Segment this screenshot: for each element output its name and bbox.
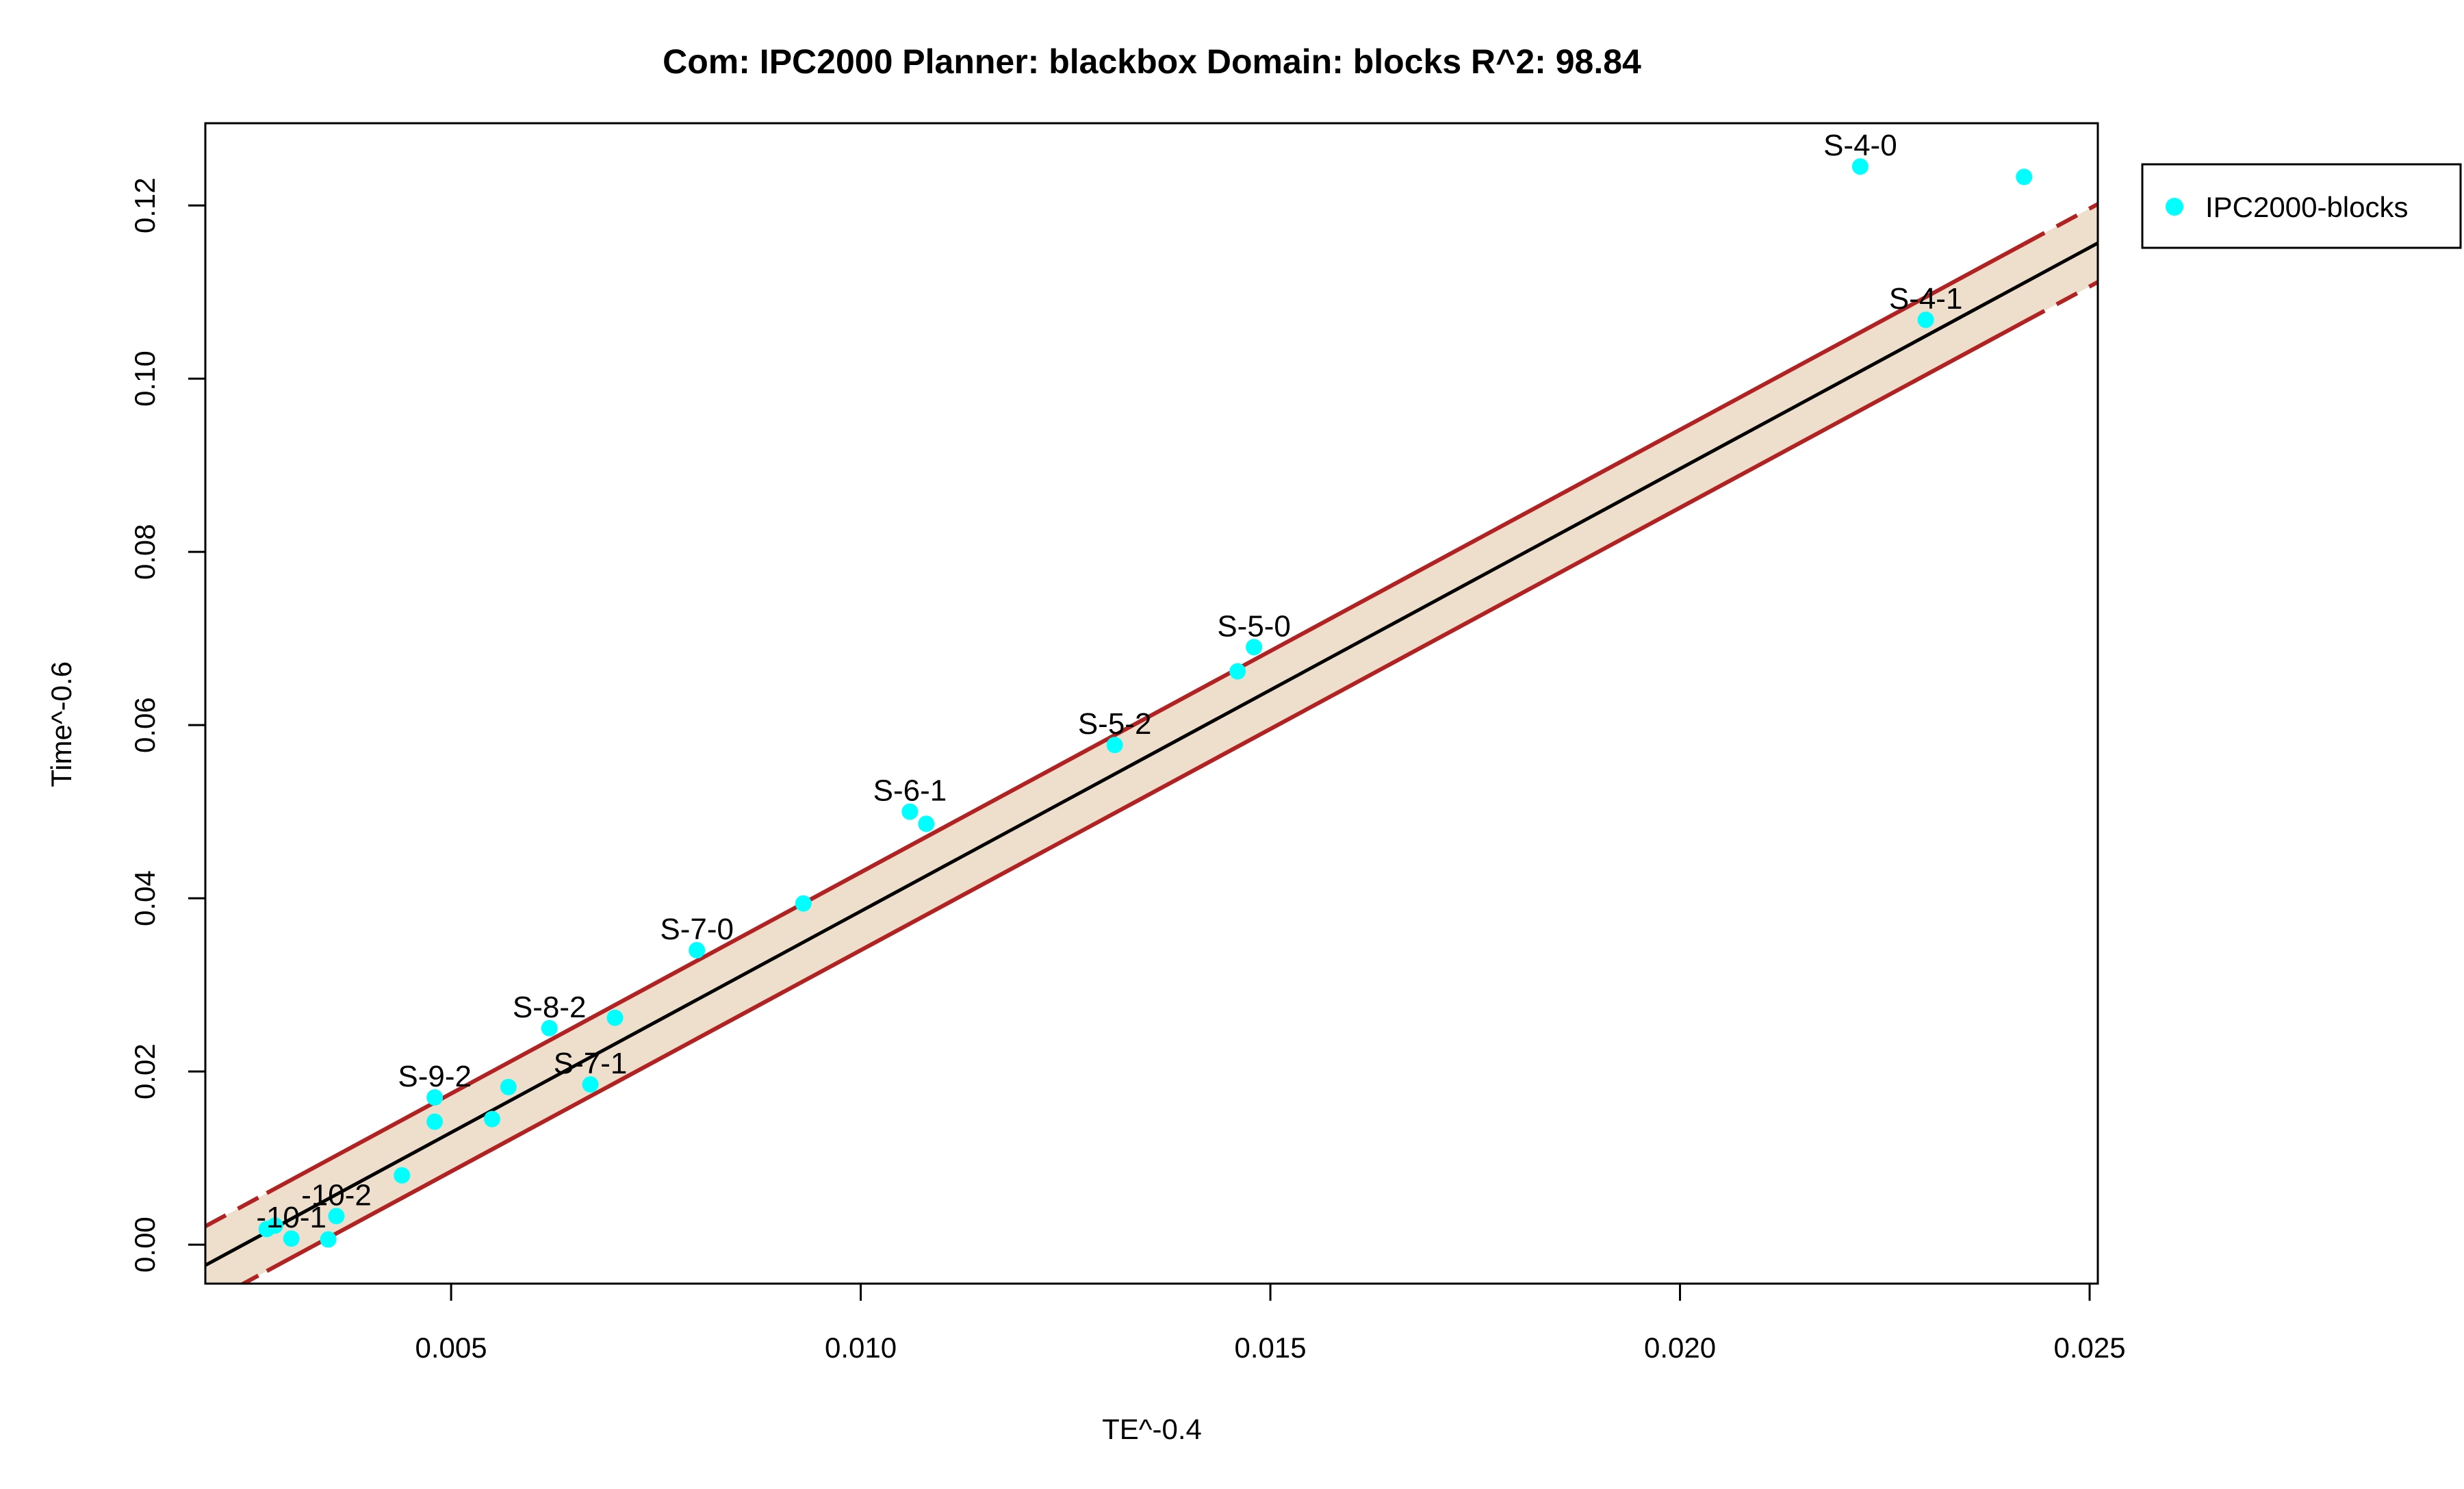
x-tick-label: 0.020 [1644, 1332, 1716, 1364]
x-tick-label: 0.005 [415, 1332, 487, 1364]
point-label: S-8-2 [513, 991, 587, 1024]
plot-area [205, 202, 2098, 1284]
x-axis-label: TE^-0.4 [1102, 1413, 1202, 1445]
point-label: S-4-1 [1889, 282, 1963, 316]
data-point [1106, 737, 1123, 754]
point-label: S-7-1 [554, 1047, 628, 1080]
points-layer [258, 158, 2033, 1248]
y-tick-label: 0.08 [129, 524, 161, 580]
point-labels-layer: -10-1-10-2 S-9-2 S-8-2 S-7-1 S-7-0 S-6-1 S-5-2… [256, 129, 1962, 1234]
data-point [689, 942, 706, 959]
band-lower-dashed-left [239, 1269, 268, 1284]
legend-entry-label: IPC2000-blocks [2205, 191, 2408, 223]
y-tick-label: 0.06 [129, 697, 161, 753]
data-point [901, 803, 919, 820]
point-label: S-5-2 [1078, 707, 1152, 741]
confidence-band [205, 204, 2098, 1284]
x-axis: 0.005 0.010 0.015 0.020 0.025 [415, 1282, 2126, 1364]
point-label: S-6-1 [873, 774, 947, 808]
x-tick-label: 0.025 [2053, 1332, 2125, 1364]
data-point [1229, 663, 1246, 680]
y-tick-label: 0.12 [129, 177, 161, 233]
point-label: -10-2 [301, 1178, 372, 1212]
y-axis-label: Time^-0.6 [45, 661, 77, 787]
point-label: -10-1 [256, 1201, 326, 1234]
data-point [2016, 168, 2033, 186]
data-point [320, 1231, 337, 1248]
point-label: S-4-0 [1823, 129, 1897, 162]
y-tick-label: 0.02 [129, 1043, 161, 1099]
data-point [1851, 158, 1869, 175]
regression-line [205, 241, 2098, 1267]
band-upper-dashed-right [2023, 202, 2098, 246]
y-axis: 0.00 0.02 0.04 0.06 0.08 0.10 0.12 [129, 177, 207, 1273]
legend: IPC2000-blocks [2141, 163, 2462, 249]
x-tick-label: 0.010 [825, 1332, 897, 1364]
point-label: S-5-0 [1217, 609, 1291, 643]
data-point [1246, 639, 1263, 656]
data-point [1917, 311, 1934, 329]
data-point [283, 1230, 300, 1247]
point-label: S-7-0 [660, 913, 734, 946]
legend-marker [2166, 198, 2183, 216]
data-point [483, 1110, 500, 1128]
data-point [606, 1009, 624, 1026]
data-point [795, 895, 812, 912]
data-point [266, 1217, 283, 1234]
band-lower-line [266, 320, 2025, 1273]
chart-title: Com: IPC2000 Planner: blackbox Domain: b… [663, 42, 1641, 81]
y-tick-label: 0.00 [129, 1217, 161, 1273]
data-point [426, 1113, 444, 1130]
data-point [582, 1076, 599, 1093]
band-upper-line [266, 242, 2025, 1195]
data-point [541, 1019, 558, 1036]
data-point [328, 1208, 345, 1225]
data-point [500, 1078, 517, 1095]
x-tick-label: 0.015 [1235, 1332, 1307, 1364]
data-point [394, 1167, 411, 1184]
y-tick-label: 0.10 [129, 351, 161, 407]
y-tick-label: 0.04 [129, 870, 161, 926]
band-lower-dashed-right [2023, 280, 2098, 324]
data-point [426, 1089, 444, 1106]
data-point [918, 815, 935, 832]
point-label: S-9-2 [398, 1060, 472, 1093]
legend-box [2141, 163, 2462, 249]
band-upper-dashed-left [205, 1191, 268, 1228]
